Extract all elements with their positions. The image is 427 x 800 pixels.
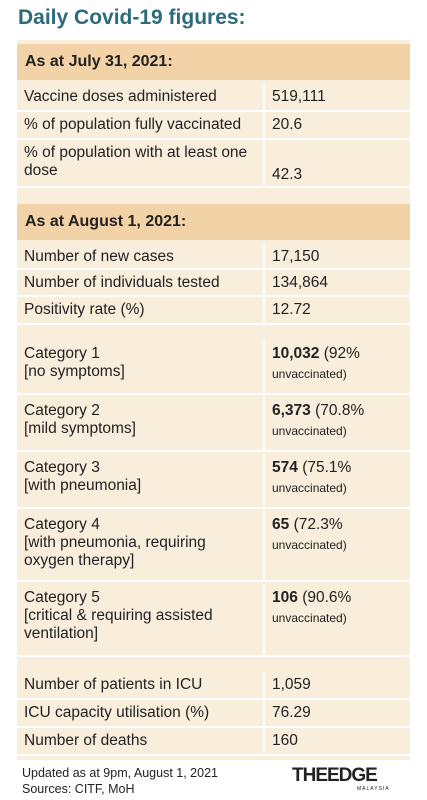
row-value: 76.29	[265, 700, 410, 728]
pct: (92%	[323, 345, 360, 362]
row-value: 17,150	[265, 244, 410, 270]
row-label: % of population with at least one dose	[17, 140, 265, 188]
row-label: Number of individuals tested	[17, 270, 265, 297]
pct: (72.3%	[293, 516, 343, 533]
row-label: ICU capacity utilisation (%)	[17, 700, 265, 728]
category-desc: [critical & requiring assisted ventilati…	[24, 607, 213, 642]
category-value: 106 (90.6% unvaccinated)	[265, 584, 410, 657]
category-value: 65 (72.3% unvaccinated)	[265, 511, 410, 582]
row-label: Number of patients in ICU	[17, 672, 265, 700]
footer-updated: Updated as at 9pm, August 1, 2021	[22, 766, 218, 780]
row-value: 160	[265, 728, 410, 756]
row-value: 12.72	[265, 297, 410, 325]
row-value: 42.3	[265, 140, 410, 188]
row-label: Positivity rate (%)	[17, 297, 265, 325]
category-desc: [mild symptoms]	[24, 420, 136, 437]
title: Daily Covid-19 figures:	[18, 6, 246, 29]
pct: (90.6%	[302, 589, 352, 606]
category-label: Category 2 [mild symptoms]	[17, 397, 265, 452]
category-name: Category 2	[24, 402, 100, 419]
category-label: Category 1 [no symptoms]	[17, 340, 265, 395]
cases: 65	[272, 516, 290, 533]
pct-tail: unvaccinated)	[272, 367, 347, 381]
section-header: As at August 1, 2021:	[17, 204, 410, 240]
pct-tail: unvaccinated)	[272, 538, 347, 552]
logo: THEEDGE	[292, 765, 378, 786]
row-value: 519,111	[265, 84, 410, 112]
row-label: Number of deaths	[17, 728, 265, 756]
row-value: 20.6	[265, 112, 410, 140]
category-value: 10,032 (92% unvaccinated)	[265, 340, 410, 395]
cases: 6,373	[272, 402, 311, 419]
category-desc: [no symptoms]	[24, 363, 125, 380]
category-value: 574 (75.1% unvaccinated)	[265, 454, 410, 509]
row-value: 134,864	[265, 270, 410, 297]
category-name: Category 3	[24, 459, 100, 476]
pct: (70.8%	[315, 402, 365, 419]
row-label: Number of new cases	[17, 244, 265, 270]
pct-tail: unvaccinated)	[272, 424, 347, 438]
cases: 10,032	[272, 345, 320, 362]
category-label: Category 5 [critical & requiring assisted…	[17, 584, 265, 657]
category-label: Category 4 [with pneumonia, requiring oxy…	[17, 511, 265, 582]
row-value: 1,059	[265, 672, 410, 700]
cases: 574	[272, 459, 298, 476]
row-label: % of population fully vaccinated	[17, 112, 265, 140]
table-bg	[17, 40, 410, 760]
category-name: Category 4	[24, 516, 100, 533]
cases: 106	[272, 589, 298, 606]
pct-tail: unvaccinated)	[272, 481, 347, 495]
section-header: As at July 31, 2021:	[17, 44, 410, 80]
row-label: Vaccine doses administered	[17, 84, 265, 112]
footer-sources: Sources: CITF, MoH	[22, 782, 135, 796]
pct: (75.1%	[302, 459, 352, 476]
pct-tail: unvaccinated)	[272, 611, 347, 625]
category-desc: [with pneumonia]	[24, 477, 142, 494]
category-label: Category 3 [with pneumonia]	[17, 454, 265, 509]
category-desc: [with pneumonia, requiring oxygen therap…	[24, 534, 206, 569]
logo-sub: MALAYSIA	[357, 786, 390, 792]
category-name: Category 1	[24, 345, 100, 362]
category-name: Category 5	[24, 589, 100, 606]
category-value: 6,373 (70.8% unvaccinated)	[265, 397, 410, 452]
